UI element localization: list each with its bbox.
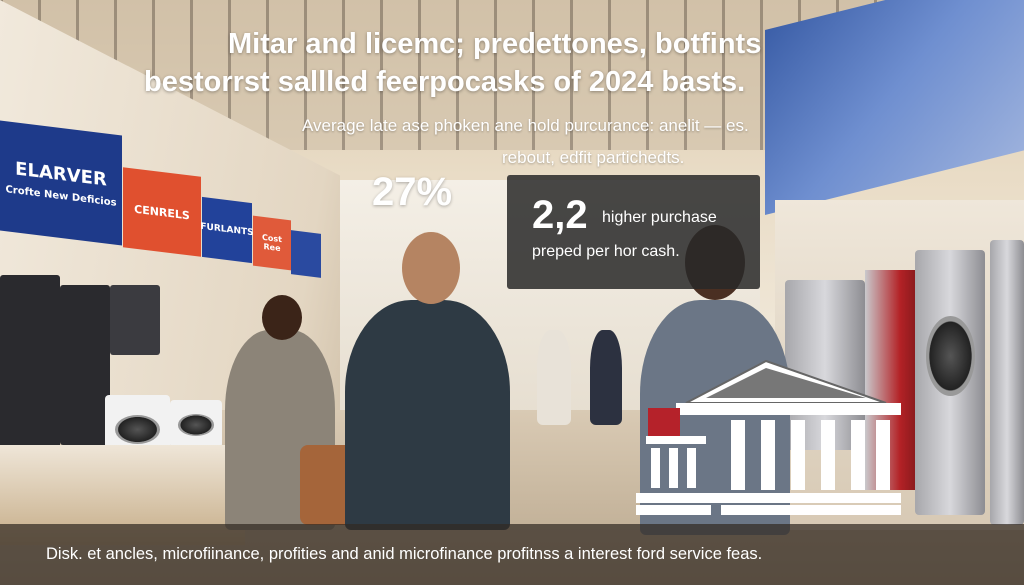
- subtitle-line-2: rebout, edfit partichedts.: [502, 148, 685, 167]
- caption-text: Disk. et ancles, microfiinance, profitie…: [46, 545, 763, 563]
- shopper-bg: [537, 330, 571, 425]
- washer: [0, 275, 60, 465]
- appliance: [60, 285, 110, 445]
- person-man-center: [345, 300, 510, 530]
- tv: [110, 285, 160, 355]
- stat-box-label-2: preped per hor cash.: [532, 243, 680, 260]
- shopper-bg: [590, 330, 622, 425]
- sign-text: ELARVER: [15, 158, 107, 191]
- washer: [915, 250, 985, 515]
- store-sign: CENRELS: [123, 167, 201, 257]
- store-sign: [291, 230, 321, 278]
- subtitle-line-1: Average late ase phoken ane hold purcura…: [302, 116, 749, 135]
- headline-line-2: bestorrst sallled feerpocasks of 2024 ba…: [144, 66, 746, 98]
- store-sign: Cost Ree: [253, 215, 291, 271]
- caption-bar: Disk. et ancles, microfiinance, profitie…: [0, 524, 1024, 585]
- person-head: [402, 232, 460, 304]
- bank-building-icon: [636, 359, 901, 515]
- stat-left-value: 27%: [372, 170, 453, 214]
- stat-box-value: 2,2: [532, 193, 588, 237]
- store-sign: ELARVER Crofte New Deficios: [0, 120, 122, 246]
- stat-box: 2,2 higher purchase preped per hor cash.: [507, 175, 760, 289]
- person-head: [262, 295, 302, 340]
- washer: [170, 400, 222, 448]
- headline-line-1: Mitar and licemc; predettones, botfints: [228, 28, 762, 60]
- washer: [990, 240, 1024, 525]
- store-sign: FURLANTS: [200, 196, 254, 264]
- stat-box-label-1: higher purchase: [602, 209, 717, 226]
